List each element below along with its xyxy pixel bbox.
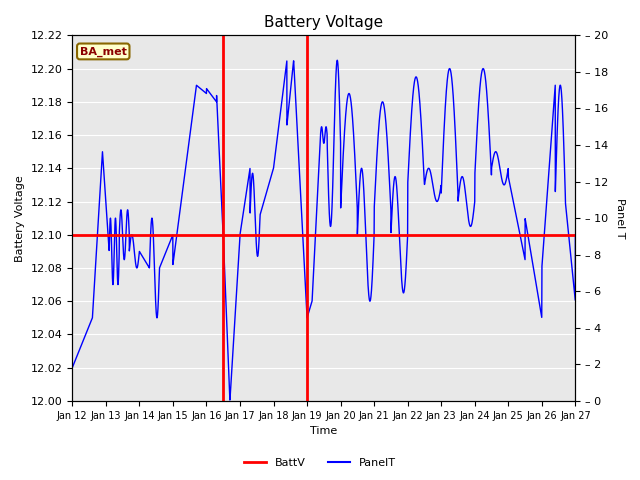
Legend: BattV, PanelT: BattV, PanelT [239, 453, 401, 472]
Title: Battery Voltage: Battery Voltage [264, 15, 383, 30]
Text: BA_met: BA_met [80, 46, 127, 57]
Y-axis label: Battery Voltage: Battery Voltage [15, 175, 25, 262]
X-axis label: Time: Time [310, 426, 337, 436]
Y-axis label: Panel T: Panel T [615, 198, 625, 239]
